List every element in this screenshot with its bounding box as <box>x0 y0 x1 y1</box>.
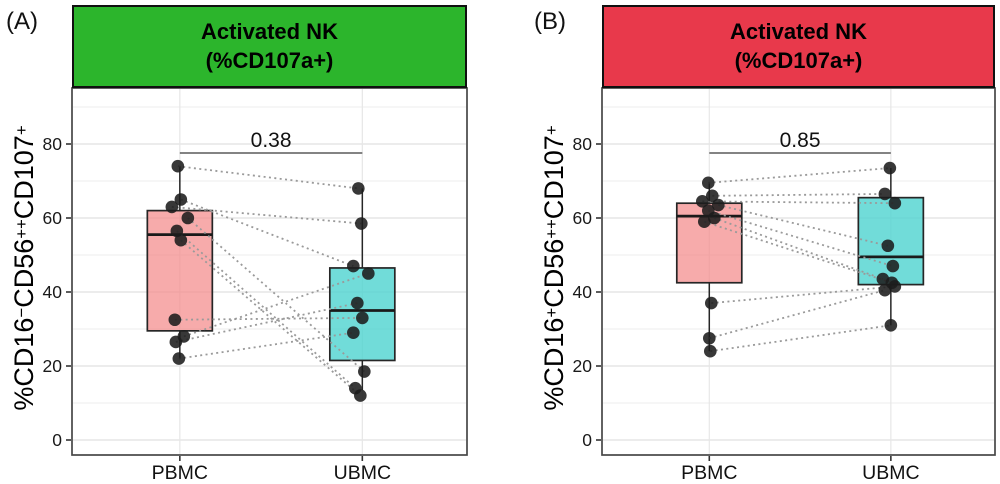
strip-header-a: Activated NK (%CD107a+) <box>72 5 467 88</box>
y-tick-label: 0 <box>52 430 62 450</box>
panel-background <box>72 88 467 455</box>
strip-title-line2: (%CD107a+) <box>205 47 334 73</box>
data-point-pbmc <box>705 189 719 203</box>
y-tick-label: 0 <box>582 430 592 450</box>
data-point-pbmc <box>703 344 717 358</box>
pair-line <box>174 317 363 321</box>
y-tick-label: 60 <box>573 208 593 228</box>
data-point-pbmc <box>174 193 188 206</box>
data-point-ubmc <box>352 182 365 195</box>
y-tick-label: 80 <box>43 134 63 154</box>
data-point-pbmc <box>172 352 186 365</box>
data-point-ubmc <box>883 161 897 175</box>
data-point-pbmc <box>168 313 182 327</box>
y-tick-label: 20 <box>573 356 593 376</box>
data-point-pbmc <box>171 159 185 173</box>
data-point-ubmc <box>355 217 368 230</box>
data-point-ubmc <box>886 259 900 273</box>
data-point-ubmc <box>347 259 360 273</box>
pair-line <box>710 324 891 353</box>
data-point-ubmc <box>884 319 898 332</box>
data-point-ubmc <box>358 365 371 378</box>
pair-line <box>180 198 354 267</box>
data-point-ubmc <box>878 283 892 297</box>
strip-header-b: Activated NK (%CD107a+) <box>602 5 995 88</box>
p-value-label: 0.85 <box>780 129 821 152</box>
strip-title-line1: Activated NK <box>201 18 338 44</box>
x-tick-label: PBMC <box>152 462 208 484</box>
y-tick-label: 60 <box>43 208 63 228</box>
pair-line <box>187 217 365 373</box>
data-point-pbmc <box>181 211 195 225</box>
data-point-pbmc <box>701 176 715 190</box>
panel-label-a: (A) <box>6 8 38 35</box>
y-axis-title-b: %CD16 + CD56 ++ CD107 + <box>538 125 569 411</box>
data-point-ubmc <box>354 389 367 402</box>
pair-line <box>176 230 356 389</box>
y-tick-label: 40 <box>43 282 63 302</box>
pair-line <box>704 220 893 284</box>
pair-line <box>711 285 895 304</box>
data-point-ubmc <box>888 196 902 210</box>
ytitle-text: CD56 <box>538 238 569 308</box>
ytitle-text: CD56 <box>8 238 39 308</box>
data-point-pbmc <box>704 296 718 310</box>
x-tick-label: PBMC <box>681 462 737 484</box>
pair-line <box>183 272 369 338</box>
y-tick-label: 20 <box>43 356 63 376</box>
y-axis-title-a: %CD16− CD56 ++ CD107 + <box>8 125 39 411</box>
data-point-ubmc <box>888 280 902 293</box>
ytitle-text: CD107 <box>538 135 569 220</box>
pair-line <box>178 331 354 360</box>
panel-label-b: (B) <box>534 8 566 35</box>
ytitle-text: %CD16 <box>538 317 569 411</box>
strip-title-line1: Activated NK <box>730 18 867 44</box>
pair-line <box>177 165 359 190</box>
p-value-label: 0.38 <box>251 129 292 152</box>
strip-title-line2: (%CD107a+) <box>734 47 863 73</box>
pair-line <box>709 289 886 340</box>
ytitle-text: %CD16 <box>8 317 39 411</box>
pair-line <box>175 302 358 343</box>
data-point-pbmc <box>711 198 725 212</box>
data-point-ubmc <box>356 311 369 325</box>
y-tick-label: 80 <box>573 134 593 154</box>
ytitle-text: CD107 <box>8 135 39 220</box>
pair-line <box>718 204 889 247</box>
x-tick-label: UBMC <box>334 462 391 484</box>
panel-border <box>601 87 996 456</box>
pair-line <box>180 239 361 397</box>
data-point-pbmc <box>697 215 711 228</box>
data-point-pbmc <box>695 195 709 208</box>
data-point-ubmc <box>351 296 364 310</box>
data-point-pbmc <box>707 211 721 225</box>
data-point-ubmc <box>362 267 375 280</box>
y-tick-label: 40 <box>573 282 593 302</box>
data-point-pbmc <box>165 200 179 214</box>
pair-line <box>171 206 362 225</box>
panel-background <box>602 88 995 455</box>
data-point-pbmc <box>174 233 188 247</box>
data-point-ubmc <box>347 326 360 340</box>
pair-line <box>708 167 890 184</box>
data-point-ubmc <box>881 239 895 253</box>
pair-line <box>712 193 885 197</box>
data-point-pbmc <box>702 331 716 345</box>
data-point-pbmc <box>169 335 183 349</box>
x-tick-label: UBMC <box>862 462 919 484</box>
panel-border <box>71 87 468 456</box>
data-point-ubmc <box>878 187 892 201</box>
